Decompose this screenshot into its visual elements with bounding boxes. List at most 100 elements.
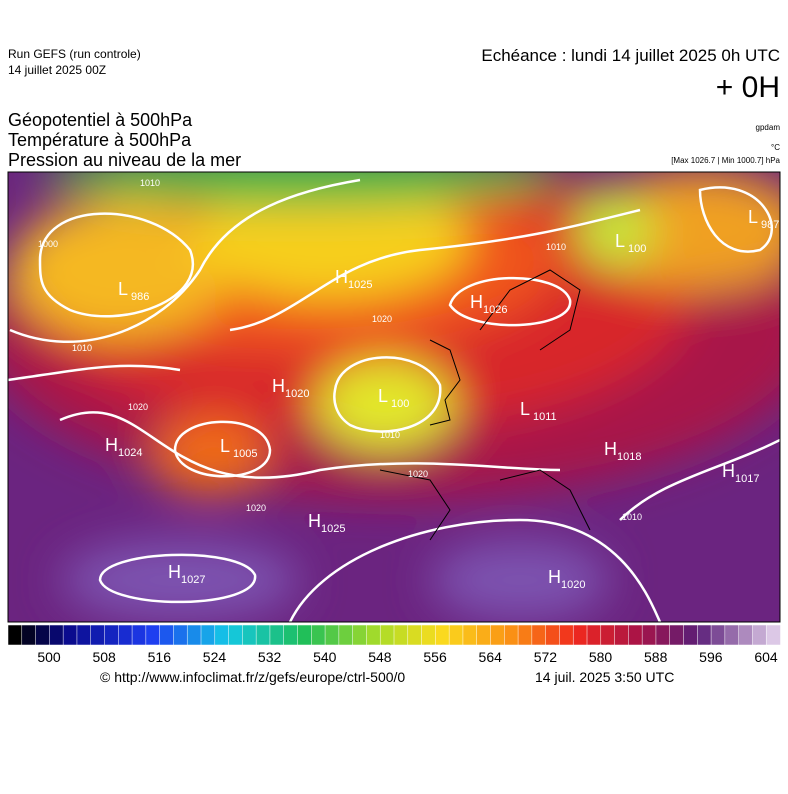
colorbar-tick: 548 <box>368 649 392 665</box>
colorbar-cell <box>614 624 630 646</box>
isobar-label: 1010 <box>622 512 642 522</box>
center-letter: L <box>748 207 758 227</box>
coastline <box>379 269 591 541</box>
center-letter: H <box>470 292 483 312</box>
center-letter: L <box>520 399 530 419</box>
center-letter: H <box>548 567 561 587</box>
colorbar-cell <box>669 624 685 646</box>
center-letter: H <box>604 439 617 459</box>
colorbar-cell <box>421 624 437 646</box>
unit: gpdam <box>756 123 781 132</box>
center-letter: H <box>105 435 118 455</box>
isobar-label: 1020 <box>128 402 148 412</box>
center-letter: L <box>378 386 388 406</box>
colorbar-cell <box>242 624 257 646</box>
colorbar-cell <box>7 624 23 646</box>
colorbar-cell <box>559 624 574 646</box>
colorbar-tick: 516 <box>148 649 172 665</box>
center-value: 1024 <box>118 447 142 459</box>
colorbar-cell <box>738 624 754 646</box>
title: Pression au niveau de la mer <box>8 150 241 170</box>
colorbar-cell <box>435 624 450 646</box>
unit: [Max 1026.7 | Min 1000.7] hPa <box>671 156 780 165</box>
colorbar-tick: 500 <box>37 649 61 665</box>
colorbar-cell <box>21 624 37 646</box>
timestamp: 14 juil. 2025 3:50 UTC <box>535 669 674 685</box>
colorbar-cell <box>531 624 547 646</box>
colorbar-cell <box>283 624 299 646</box>
colorbar-tick: 572 <box>534 649 558 665</box>
colorbar-cell <box>765 624 781 646</box>
run-date: 14 juillet 2025 00Z <box>8 63 106 77</box>
center-letter: H <box>335 267 348 287</box>
colorbar-tick: 604 <box>754 649 778 665</box>
colorbar-cell <box>159 624 175 646</box>
center-letter: L <box>118 279 128 299</box>
isobar-label: 1020 <box>246 503 266 513</box>
colorbar-cell <box>62 624 78 646</box>
colorbar-cell <box>586 624 602 646</box>
colorbar-cell <box>517 624 533 646</box>
colorbar-cell <box>490 624 506 646</box>
colorbar-cell <box>379 624 395 646</box>
colorbar-cell <box>600 624 616 646</box>
colorbar-cell <box>131 624 147 646</box>
map-frame <box>7 171 781 623</box>
source-url: © http://www.infoclimat.fr/z/gefs/europe… <box>100 669 405 685</box>
center-value: 100 <box>628 243 646 255</box>
center-value: 987 <box>761 219 779 231</box>
colorbar-cell <box>352 624 368 646</box>
colorbar-cell <box>683 624 699 646</box>
colorbar-cell <box>269 624 285 646</box>
colorbar-cell <box>311 624 326 646</box>
colorbar-cell <box>200 624 216 646</box>
colorbar-cell <box>655 624 671 646</box>
colorbar-cell <box>710 624 726 646</box>
colorbar-tick: 564 <box>479 649 503 665</box>
colorbar-cell <box>407 624 423 646</box>
colorbar-tick: 508 <box>92 649 116 665</box>
colorbar-cell <box>697 624 712 646</box>
center-letter: L <box>220 436 230 456</box>
center-value: 1011 <box>533 411 557 423</box>
run-name: Run GEFS (run controle) <box>8 47 141 61</box>
colorbar-cell <box>118 624 133 646</box>
center-value: 1018 <box>617 451 641 463</box>
center-value: 1005 <box>233 448 257 460</box>
colorbar-cell <box>145 624 161 646</box>
center-value: 1025 <box>348 279 372 291</box>
center-letter: H <box>308 511 321 531</box>
center-value: 1020 <box>561 579 585 591</box>
colorbar-tick: 588 <box>644 649 668 665</box>
colorbar-cell <box>35 624 51 646</box>
colorbar-tick: 580 <box>589 649 613 665</box>
colorbar-tick: 556 <box>423 649 447 665</box>
colorbar-cell <box>393 624 409 646</box>
colorbar-cell <box>641 624 657 646</box>
colorbar-cell <box>297 624 313 646</box>
colorbar-cell <box>90 624 106 646</box>
center-value: 986 <box>131 291 149 303</box>
colorbar-cell <box>504 624 519 646</box>
center-value: 1026 <box>483 304 507 316</box>
colorbar-tick: 596 <box>699 649 723 665</box>
isobar-label: 1020 <box>408 469 428 479</box>
colorbar-cell <box>572 624 588 646</box>
unit: °C <box>771 143 780 152</box>
center-letter: H <box>722 461 735 481</box>
isobar-label: 1010 <box>380 430 400 440</box>
center-value: 100 <box>391 398 409 410</box>
isobar-label: 1000 <box>38 239 58 249</box>
center-value: 1017 <box>735 473 759 485</box>
isobar-label: 1010 <box>546 242 566 252</box>
colorbar-cell <box>255 624 271 646</box>
colorbar-cell <box>752 624 767 646</box>
colorbar-cell <box>338 624 354 646</box>
colorbar-cell <box>324 624 340 646</box>
colorbar-cell <box>724 624 740 646</box>
colorbar-tick: 532 <box>258 649 282 665</box>
colorbar-cell <box>366 624 381 646</box>
colorbar-cell <box>448 624 464 646</box>
lead-time: + 0H <box>716 71 780 104</box>
